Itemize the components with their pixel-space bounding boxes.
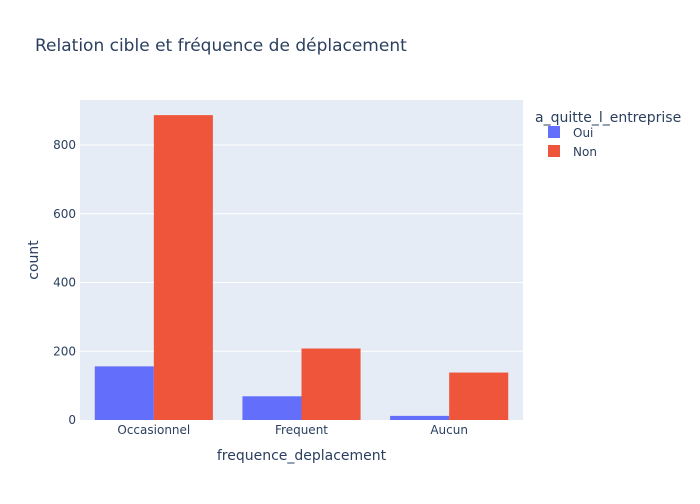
legend-swatch-oui[interactable] (548, 126, 560, 138)
y-tick-label: 0 (68, 413, 76, 427)
x-axis-title: frequence_deplacement (217, 448, 387, 464)
bar-non-aucun[interactable] (449, 372, 509, 420)
x-tick-label: Frequent (275, 423, 328, 437)
x-tick-label: Aucun (430, 423, 468, 437)
y-tick-label: 200 (53, 344, 76, 358)
legend[interactable]: a_quitte_l_entreprise Oui Non (535, 110, 681, 159)
x-axis-ticks: Occasionnel Frequent Aucun (117, 423, 468, 437)
y-tick-label: 800 (53, 138, 76, 152)
y-tick-label: 400 (53, 276, 76, 290)
y-axis-title: count (26, 240, 42, 280)
x-tick-label: Occasionnel (117, 423, 190, 437)
y-tick-label: 600 (53, 207, 76, 221)
bar-non-frequent[interactable] (301, 348, 361, 420)
bars[interactable] (94, 115, 509, 420)
chart-title: Relation cible et fréquence de déplaceme… (35, 36, 407, 56)
bar-oui-occasionnel[interactable] (94, 366, 154, 420)
legend-label-non[interactable]: Non (573, 145, 597, 159)
bar-oui-frequent[interactable] (242, 396, 302, 420)
bar-oui-aucun[interactable] (390, 415, 450, 420)
legend-swatch-non[interactable] (548, 145, 560, 157)
legend-title: a_quitte_l_entreprise (535, 110, 681, 126)
bar-non-occasionnel[interactable] (153, 115, 213, 420)
legend-label-oui[interactable]: Oui (573, 126, 593, 140)
y-axis-ticks: 0 200 400 600 800 (53, 138, 76, 427)
